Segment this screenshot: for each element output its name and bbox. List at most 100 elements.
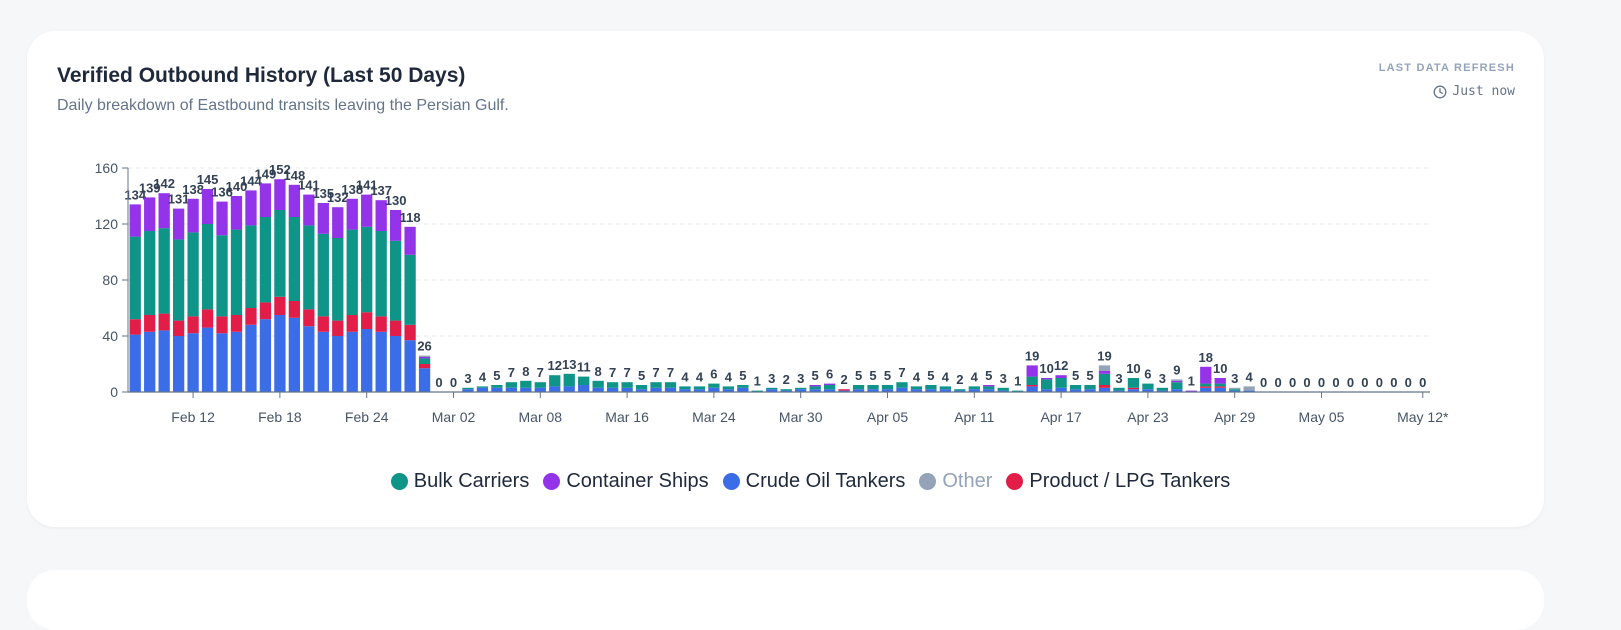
data-label: 0	[1274, 375, 1281, 390]
bar-segment	[375, 200, 387, 231]
bar-segment	[1142, 389, 1154, 392]
bar-segment	[823, 383, 836, 385]
bar-segment	[274, 296, 286, 315]
bar-segment	[230, 331, 243, 392]
x-tick-label: May 12*	[1397, 409, 1449, 425]
bar-segment	[303, 194, 315, 226]
bar-segment	[1171, 389, 1183, 392]
bar-segment	[317, 233, 329, 317]
bar-segment	[954, 390, 966, 392]
bar-segment	[1026, 365, 1038, 377]
bar-segment	[766, 387, 778, 390]
bar-segment	[881, 389, 894, 392]
bar-segment	[939, 389, 952, 392]
data-label: 4	[725, 369, 733, 384]
x-tick-label: Apr 05	[867, 409, 908, 425]
stacked-bar-chart: 0408012016013413914213113814513614014414…	[95, 160, 1449, 425]
x-tick-label: Mar 16	[605, 409, 649, 425]
data-label: 11	[577, 360, 591, 375]
x-tick-label: Feb 24	[345, 409, 389, 425]
bar-segment	[795, 389, 807, 392]
data-label: 4	[971, 369, 979, 384]
legend-item[interactable]: Other	[919, 470, 992, 493]
legend-item[interactable]: Bulk Carriers	[390, 470, 529, 493]
chart-legend: Bulk Carriers Container Ships Crude Oil Ta…	[0, 470, 1621, 493]
data-label: 2	[783, 372, 790, 387]
data-label: 135	[312, 186, 334, 201]
bar-segment	[881, 385, 894, 390]
data-label: 142	[153, 176, 175, 191]
bar-segment	[389, 320, 402, 336]
bar-segment	[679, 386, 691, 390]
legend-item[interactable]: Product / LPG Tankers	[1006, 470, 1230, 493]
bar-segment	[201, 224, 214, 310]
data-label: 140	[226, 179, 248, 194]
bar-segment	[389, 336, 402, 392]
bar-segment	[1171, 382, 1183, 390]
bar-segment	[216, 316, 228, 334]
legend-label: Product / LPG Tankers	[1029, 470, 1231, 492]
data-label: 0	[1419, 375, 1426, 390]
bar-segment	[129, 204, 141, 237]
data-label: 5	[812, 368, 819, 383]
bar-segment	[664, 387, 677, 392]
bar-segment	[896, 382, 908, 388]
bar-segment	[751, 390, 763, 392]
bar-segment	[867, 389, 879, 392]
bar-segment	[1113, 387, 1125, 391]
bar-segment	[520, 387, 532, 392]
bar-segment	[1055, 387, 1067, 392]
bar-segment	[245, 190, 257, 226]
data-label: 5	[493, 368, 500, 383]
bar-segment	[1012, 390, 1024, 392]
data-label: 3	[1159, 371, 1166, 386]
legend-swatch	[919, 473, 937, 490]
bar-segment	[201, 327, 214, 392]
data-label: 4	[942, 369, 950, 384]
bar-segment	[635, 389, 648, 392]
data-label: 136	[211, 185, 233, 200]
bar-segment	[1113, 390, 1125, 392]
legend-item[interactable]: Crude Oil Tankers	[722, 470, 905, 493]
bar-segment	[216, 201, 228, 236]
data-label: 0	[435, 375, 442, 390]
bar-segment	[722, 386, 735, 390]
y-tick-label: 80	[102, 272, 118, 288]
bar-segment	[606, 382, 619, 388]
bar-segment	[375, 231, 387, 317]
x-tick-label: Apr 23	[1127, 409, 1168, 425]
bar-segment	[476, 386, 489, 388]
bar-segment	[1214, 386, 1226, 388]
bar-segment	[317, 203, 329, 234]
data-label: 10	[1039, 361, 1053, 376]
bar-segment	[361, 194, 373, 227]
legend-item[interactable]: Container Ships	[543, 470, 709, 493]
bar-segment	[201, 309, 214, 328]
data-label: 1	[754, 374, 761, 389]
bar-segment	[1243, 386, 1255, 391]
data-label: 6	[1144, 367, 1151, 382]
data-label: 134	[124, 187, 146, 202]
refresh-value: Just now	[1452, 84, 1515, 99]
bar-segment	[1127, 389, 1140, 392]
bar-segment	[578, 385, 590, 392]
bar-segment	[172, 336, 185, 392]
bar-segment	[404, 254, 416, 325]
bar-segment	[129, 334, 141, 392]
bar-segment	[1098, 385, 1111, 388]
bar-segment	[288, 301, 301, 318]
data-label: 6	[826, 367, 833, 382]
y-tick-label: 40	[102, 328, 118, 344]
bar-segment	[983, 389, 995, 392]
bar-segment	[809, 389, 821, 392]
bar-segment	[172, 320, 185, 336]
bar-segment	[1055, 375, 1067, 378]
bar-segment	[780, 389, 792, 391]
data-label: 0	[1289, 375, 1296, 390]
bar-segment	[491, 387, 503, 392]
bar-segment	[679, 389, 691, 392]
bar-segment	[1040, 378, 1053, 380]
bar-segment	[172, 239, 185, 321]
bar-segment	[332, 207, 344, 238]
bar-segment	[1185, 390, 1197, 392]
